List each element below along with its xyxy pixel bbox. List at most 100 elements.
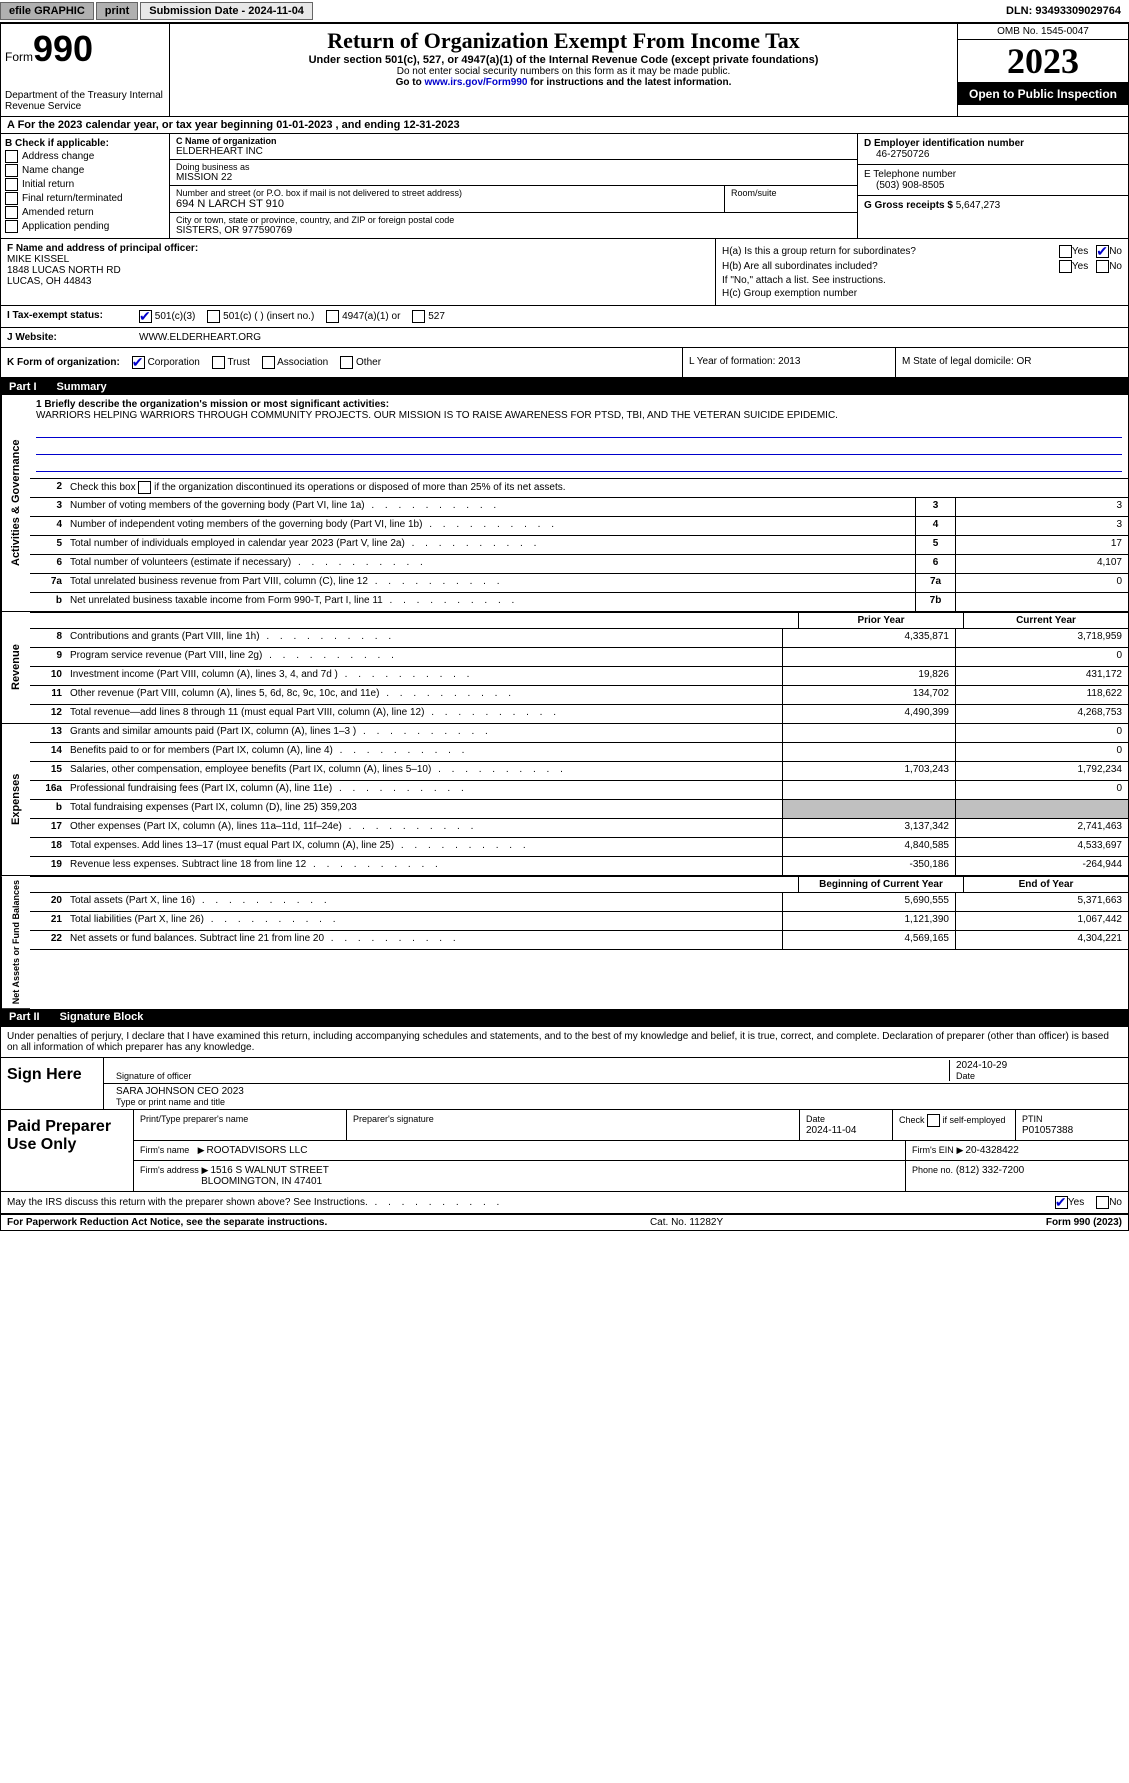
hb-yes-checkbox[interactable] bbox=[1059, 260, 1072, 273]
begin-year-header: Beginning of Current Year bbox=[798, 877, 963, 892]
officer-section: F Name and address of principal officer:… bbox=[1, 239, 1128, 306]
submission-date: Submission Date - 2024-11-04 bbox=[140, 2, 313, 20]
city-label: City or town, state or province, country… bbox=[176, 215, 851, 225]
dln: DLN: 93493309029764 bbox=[1006, 5, 1129, 17]
hc-label: H(c) Group exemption number bbox=[722, 288, 857, 299]
line2-checkbox[interactable] bbox=[138, 481, 151, 494]
tax-year: 2023 bbox=[958, 40, 1128, 83]
application-pending-checkbox[interactable] bbox=[5, 220, 18, 233]
discuss-row: May the IRS discuss this return with the… bbox=[1, 1192, 1128, 1215]
opt-amended: Amended return bbox=[22, 207, 94, 218]
sign-here-row: Sign Here Signature of officer 2024-10-2… bbox=[1, 1058, 1128, 1110]
part-2-title: Signature Block bbox=[60, 1011, 144, 1023]
footer-form: Form 990 (2023) bbox=[1046, 1217, 1122, 1228]
org-name: ELDERHEART INC bbox=[176, 146, 851, 157]
instructions-link[interactable]: Go to www.irs.gov/Form990 for instructio… bbox=[178, 77, 949, 88]
line-8: 8Contributions and grants (Part VIII, li… bbox=[30, 629, 1128, 648]
line-b: bTotal fundraising expenses (Part IX, co… bbox=[30, 800, 1128, 819]
dba-label: Doing business as bbox=[176, 162, 851, 172]
gross-receipts: 5,647,273 bbox=[956, 200, 1001, 211]
part-1-title: Summary bbox=[57, 381, 107, 393]
amended-return-checkbox[interactable] bbox=[5, 206, 18, 219]
org-name-label: C Name of organization bbox=[176, 136, 851, 146]
form-990-container: Form990 Department of the Treasury Inter… bbox=[0, 23, 1129, 1231]
501c3-checkbox[interactable] bbox=[139, 310, 152, 323]
side-governance: Activities & Governance bbox=[1, 395, 30, 612]
no-label-2: No bbox=[1109, 261, 1122, 272]
open-to-public: Open to Public Inspection bbox=[958, 83, 1128, 105]
prep-sig-label: Preparer's signature bbox=[347, 1110, 800, 1140]
yes-label: Yes bbox=[1072, 246, 1088, 257]
tax-status-label: I Tax-exempt status: bbox=[1, 306, 133, 327]
state-domicile: M State of legal domicile: OR bbox=[895, 348, 1128, 377]
name-change-checkbox[interactable] bbox=[5, 164, 18, 177]
no-label: No bbox=[1109, 246, 1122, 257]
preparer-row: Paid Preparer Use Only Print/Type prepar… bbox=[1, 1110, 1128, 1192]
ein-label: D Employer identification number bbox=[864, 138, 1122, 149]
firm-addr2: BLOOMINGTON, IN 47401 bbox=[201, 1176, 322, 1187]
527-checkbox[interactable] bbox=[412, 310, 425, 323]
other-checkbox[interactable] bbox=[340, 356, 353, 369]
line-5: 5Total number of individuals employed in… bbox=[30, 536, 1128, 555]
opt-501c3: 501(c)(3) bbox=[155, 311, 196, 322]
line-9: 9Program service revenue (Part VIII, lin… bbox=[30, 648, 1128, 667]
4947-checkbox[interactable] bbox=[326, 310, 339, 323]
preparer-label: Paid Preparer Use Only bbox=[1, 1110, 134, 1191]
ein-value: 46-2750726 bbox=[864, 149, 1122, 160]
ptin-value: P01057388 bbox=[1022, 1125, 1073, 1136]
ha-no-checkbox[interactable] bbox=[1096, 245, 1109, 258]
opt-name-change: Name change bbox=[22, 165, 84, 176]
ha-yes-checkbox[interactable] bbox=[1059, 245, 1072, 258]
section-d: D Employer identification number 46-2750… bbox=[857, 134, 1128, 238]
yes-label-2: Yes bbox=[1072, 261, 1088, 272]
prep-date-label: Date bbox=[806, 1114, 825, 1124]
efile-button[interactable]: efile GRAPHIC bbox=[0, 2, 94, 20]
signature-section: Under penalties of perjury, I declare th… bbox=[1, 1025, 1128, 1215]
city-state-zip: SISTERS, OR 977590769 bbox=[176, 225, 851, 236]
sig-intro: Under penalties of perjury, I declare th… bbox=[1, 1027, 1128, 1058]
prior-year-header: Prior Year bbox=[798, 613, 963, 628]
line-3: 3Number of voting members of the governi… bbox=[30, 498, 1128, 517]
officer-label: F Name and address of principal officer: bbox=[7, 243, 709, 254]
print-button[interactable]: print bbox=[96, 2, 138, 20]
firm-addr-label: Firm's address bbox=[140, 1165, 199, 1175]
form-subtitle: Under section 501(c), 527, or 4947(a)(1)… bbox=[178, 54, 949, 66]
line-20: 20Total assets (Part X, line 16)5,690,55… bbox=[30, 893, 1128, 912]
part-2-label: Part II bbox=[9, 1011, 40, 1023]
trust-checkbox[interactable] bbox=[212, 356, 225, 369]
opt-trust: Trust bbox=[227, 357, 249, 368]
side-revenue: Revenue bbox=[1, 612, 30, 724]
discuss-yes-checkbox[interactable] bbox=[1055, 1196, 1068, 1209]
line-19: 19Revenue less expenses. Subtract line 1… bbox=[30, 857, 1128, 876]
ptin-label: PTIN bbox=[1022, 1114, 1043, 1124]
officer-addr1: 1848 LUCAS NORTH RD bbox=[7, 265, 709, 276]
opt-other: Other bbox=[356, 357, 381, 368]
street-address: 694 N LARCH ST 910 bbox=[176, 198, 718, 210]
final-return-checkbox[interactable] bbox=[5, 192, 18, 205]
website-url[interactable]: WWW.ELDERHEART.ORG bbox=[133, 328, 1128, 347]
form-org-row: K Form of organization: Corporation Trus… bbox=[1, 348, 1128, 379]
hb-no-checkbox[interactable] bbox=[1096, 260, 1109, 273]
part-1-header: Part I Summary bbox=[1, 379, 1128, 395]
self-employed-checkbox[interactable] bbox=[927, 1114, 940, 1127]
line-18: 18Total expenses. Add lines 13–17 (must … bbox=[30, 838, 1128, 857]
gross-label: G Gross receipts $ bbox=[864, 200, 953, 211]
corp-checkbox[interactable] bbox=[132, 356, 145, 369]
line-13: 13Grants and similar amounts paid (Part … bbox=[30, 724, 1128, 743]
line-16a: 16aProfessional fundraising fees (Part I… bbox=[30, 781, 1128, 800]
mission-block: 1 Briefly describe the organization's mi… bbox=[30, 395, 1128, 479]
address-change-checkbox[interactable] bbox=[5, 150, 18, 163]
form-num: 990 bbox=[33, 28, 93, 69]
section-b-label: B Check if applicable: bbox=[5, 138, 165, 149]
assoc-checkbox[interactable] bbox=[262, 356, 275, 369]
ssn-note: Do not enter social security numbers on … bbox=[178, 66, 949, 77]
officer-addr2: LUCAS, OH 44843 bbox=[7, 276, 709, 287]
sig-date: 2024-10-29 bbox=[956, 1060, 1116, 1071]
prep-date: 2024-11-04 bbox=[806, 1125, 856, 1136]
501c-checkbox[interactable] bbox=[207, 310, 220, 323]
form-header: Form990 Department of the Treasury Inter… bbox=[1, 24, 1128, 117]
line-15: 15Salaries, other compensation, employee… bbox=[30, 762, 1128, 781]
initial-return-checkbox[interactable] bbox=[5, 178, 18, 191]
street-label: Number and street (or P.O. box if mail i… bbox=[176, 188, 718, 198]
discuss-no-checkbox[interactable] bbox=[1096, 1196, 1109, 1209]
